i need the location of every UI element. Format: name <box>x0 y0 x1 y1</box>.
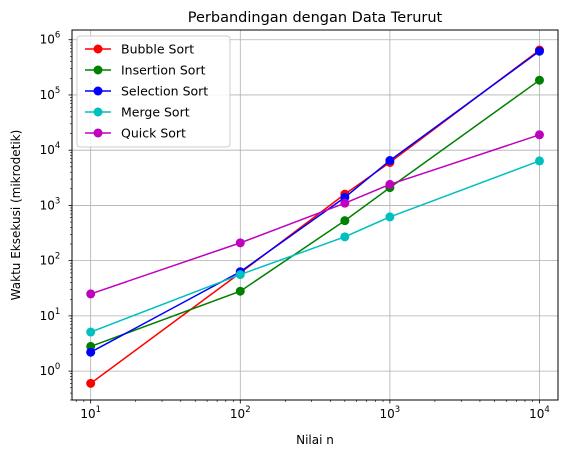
legend-box <box>76 35 231 148</box>
plot-frame <box>71 29 559 401</box>
y-tick-label: 103 <box>40 196 61 212</box>
x-axis-title: Nilai n <box>296 433 334 447</box>
y-axis-title: Waktu Eksekusi (mikrodetik) <box>9 130 23 301</box>
series-layer <box>86 45 544 388</box>
x-tick-label: 102 <box>230 405 251 421</box>
data-point <box>534 46 544 56</box>
axis-ticks: 101 102 103 104 100 101 102 103 104 105 106 <box>40 31 550 421</box>
data-point <box>385 212 395 222</box>
y-tick-label: 101 <box>40 307 61 323</box>
legend-item: Merge Sort <box>85 105 190 120</box>
y-tick-label: 102 <box>40 252 61 268</box>
y-tick-label: 105 <box>40 86 61 102</box>
x-tick-label: 101 <box>80 405 101 421</box>
data-point <box>86 327 96 337</box>
legend: Bubble Sort Insertion Sort Selection Sort M… <box>76 35 231 148</box>
data-point <box>534 75 544 85</box>
data-point <box>340 198 350 208</box>
legend-marker <box>93 86 103 96</box>
legend-marker <box>93 107 103 117</box>
data-point <box>385 179 395 189</box>
chart-title: Perbandingan dengan Data Terurut <box>188 10 443 26</box>
data-point <box>235 286 245 296</box>
legend-label: Merge Sort <box>121 105 190 120</box>
data-point <box>534 156 544 166</box>
y-tick-label: 104 <box>40 141 61 157</box>
x-tick-label: 104 <box>529 405 550 421</box>
legend-marker <box>93 65 103 75</box>
y-tick-label: 100 <box>40 362 61 378</box>
legend-label: Bubble Sort <box>121 42 194 57</box>
legend-label: Quick Sort <box>121 126 186 141</box>
x-tick-label: 103 <box>380 405 401 421</box>
legend-item: Bubble Sort <box>85 42 194 57</box>
data-point <box>235 238 245 248</box>
legend-marker <box>93 128 103 138</box>
legend-label: Selection Sort <box>121 84 208 99</box>
data-point <box>86 378 96 388</box>
data-point <box>534 130 544 140</box>
data-point <box>385 156 395 166</box>
legend-item: Selection Sort <box>85 84 208 99</box>
legend-label: Insertion Sort <box>121 63 206 78</box>
data-point <box>340 232 350 242</box>
series-merge-sort <box>86 156 544 337</box>
data-point <box>235 270 245 280</box>
y-tick-label: 106 <box>40 31 61 47</box>
data-point <box>86 289 96 299</box>
legend-item: Quick Sort <box>85 126 186 141</box>
data-point <box>340 216 350 226</box>
legend-marker <box>93 44 103 54</box>
data-point <box>86 347 96 357</box>
legend-item: Insertion Sort <box>85 63 206 78</box>
series-quick-sort <box>86 130 544 299</box>
